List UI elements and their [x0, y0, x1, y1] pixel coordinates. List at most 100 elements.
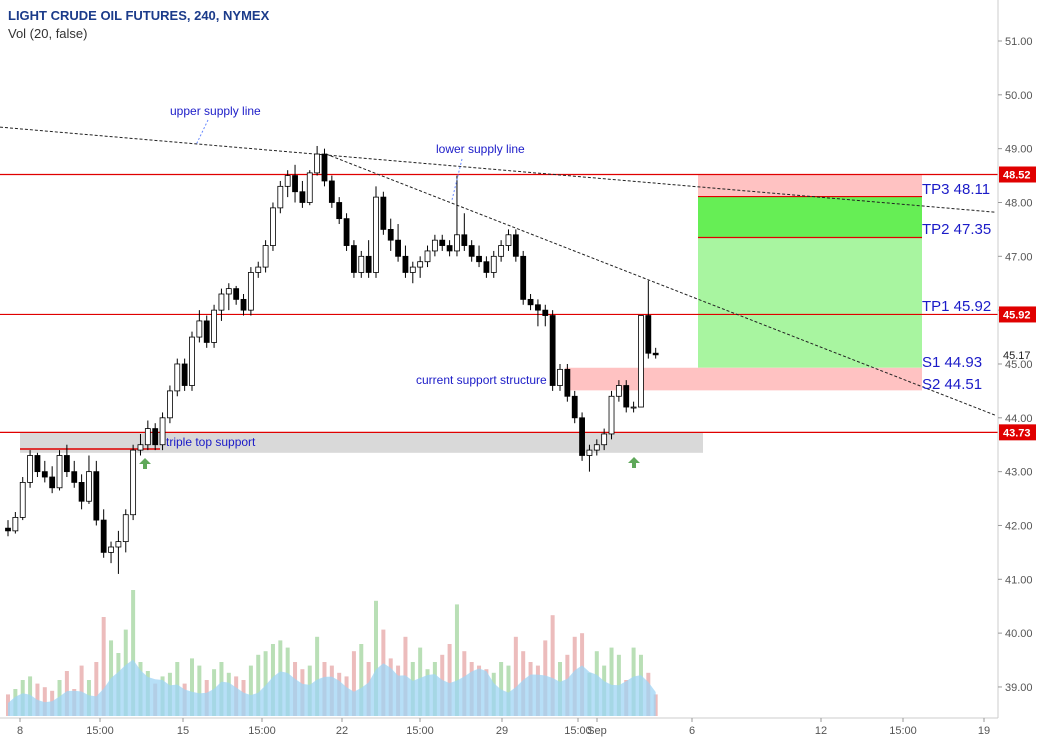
candles-layer — [5, 145, 659, 574]
candle-body — [41, 471, 48, 478]
candle-body — [564, 368, 571, 397]
candle-body — [446, 245, 453, 252]
candle — [351, 240, 357, 278]
volume-bar — [454, 604, 459, 716]
candle — [240, 294, 247, 316]
candle-body — [439, 239, 446, 246]
price-badge — [999, 306, 1036, 323]
candle-body — [211, 309, 217, 343]
candle — [615, 380, 622, 402]
candle — [56, 450, 63, 491]
candle — [358, 250, 365, 278]
price-tick-label: 39.00 — [1005, 682, 1033, 694]
candle — [108, 541, 114, 564]
candle — [34, 452, 41, 478]
candle — [409, 261, 416, 284]
candle-body — [181, 363, 188, 386]
candle-body — [505, 234, 512, 246]
annotations-layer: upper supply line lower supply line curren… — [139, 104, 991, 469]
candle-body — [56, 455, 63, 489]
candle-body — [108, 546, 114, 553]
candle-body — [468, 245, 475, 257]
candle — [520, 250, 527, 305]
candle — [571, 390, 578, 424]
candle-body — [498, 245, 505, 257]
candle-body — [27, 455, 33, 483]
volume-bar — [197, 665, 202, 716]
candle — [483, 256, 490, 278]
candle-body — [71, 471, 78, 483]
candle-body — [601, 433, 608, 446]
candle — [122, 509, 129, 553]
candle — [100, 509, 107, 558]
candle-body — [19, 482, 26, 518]
volume-bar — [447, 644, 452, 716]
volume-bar — [550, 615, 555, 716]
candle-body — [314, 153, 321, 174]
candle — [314, 145, 321, 176]
time-tick-label: 29 — [496, 725, 508, 737]
candle — [586, 444, 593, 472]
zones-layer — [20, 174, 922, 453]
upper-supply-line — [0, 126, 996, 213]
candle — [630, 401, 637, 413]
candle — [152, 423, 159, 451]
candle-body — [292, 175, 298, 193]
candle — [549, 310, 556, 391]
indicator-label: Vol (20, false) — [8, 26, 88, 41]
candle-body — [395, 239, 401, 257]
time-tick-label: 15:00 — [86, 725, 114, 737]
time-tick-label: 15:00 — [889, 725, 917, 737]
lower-supply-pointer — [451, 158, 463, 201]
candle-body — [358, 255, 365, 273]
candle — [284, 170, 291, 198]
candle — [535, 299, 541, 327]
candle — [527, 294, 534, 311]
candle-body — [615, 385, 622, 397]
candle — [12, 512, 19, 534]
candle-body — [365, 255, 372, 273]
candle-body — [535, 304, 541, 311]
candle — [608, 390, 615, 440]
candle — [564, 363, 571, 402]
price-badge-text: 43.73 — [1003, 427, 1031, 439]
candle-body — [623, 385, 630, 408]
volume-bar — [315, 636, 320, 716]
candle-body — [638, 315, 644, 408]
volume-bar — [506, 665, 511, 716]
levels-layer — [0, 173, 998, 450]
candle-body — [93, 471, 100, 521]
volume-ma-area — [8, 659, 656, 716]
time-tick-label: 15:00 — [248, 725, 276, 737]
upper-supply-pointer — [195, 119, 209, 146]
price-badge — [999, 166, 1036, 183]
candle — [159, 412, 166, 451]
candle-body — [270, 207, 276, 246]
candle-body — [262, 245, 269, 268]
candle — [86, 455, 92, 504]
candle-body — [12, 516, 19, 532]
price-tick-label: 50.00 — [1005, 90, 1033, 102]
candle — [336, 197, 343, 225]
candle — [174, 358, 181, 397]
candle-body — [409, 266, 416, 273]
volume-bar — [513, 636, 518, 716]
candle — [270, 202, 276, 251]
candle — [71, 460, 78, 488]
target-label: TP3 48.11 — [922, 181, 990, 198]
candle — [601, 428, 608, 451]
candle-body — [49, 476, 56, 489]
up-arrow-icon — [628, 457, 640, 468]
candle — [387, 218, 394, 251]
candle-body — [196, 320, 203, 338]
candle — [461, 213, 468, 251]
candle-body — [233, 288, 240, 300]
volume-bar — [79, 665, 84, 716]
candle — [431, 234, 438, 257]
price-tick-label: 48.00 — [1005, 197, 1033, 209]
candle-body — [86, 471, 92, 502]
candle — [144, 420, 151, 451]
candle-body — [351, 245, 357, 273]
